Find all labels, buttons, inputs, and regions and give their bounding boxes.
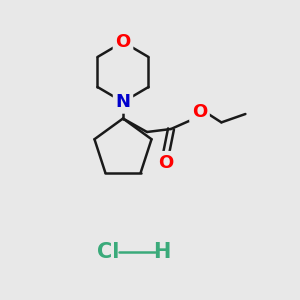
Text: Cl: Cl [97,242,119,262]
Text: H: H [153,242,171,262]
Text: O: O [116,33,130,51]
Text: N: N [116,93,130,111]
Text: O: O [158,154,173,172]
Text: O: O [192,103,207,121]
